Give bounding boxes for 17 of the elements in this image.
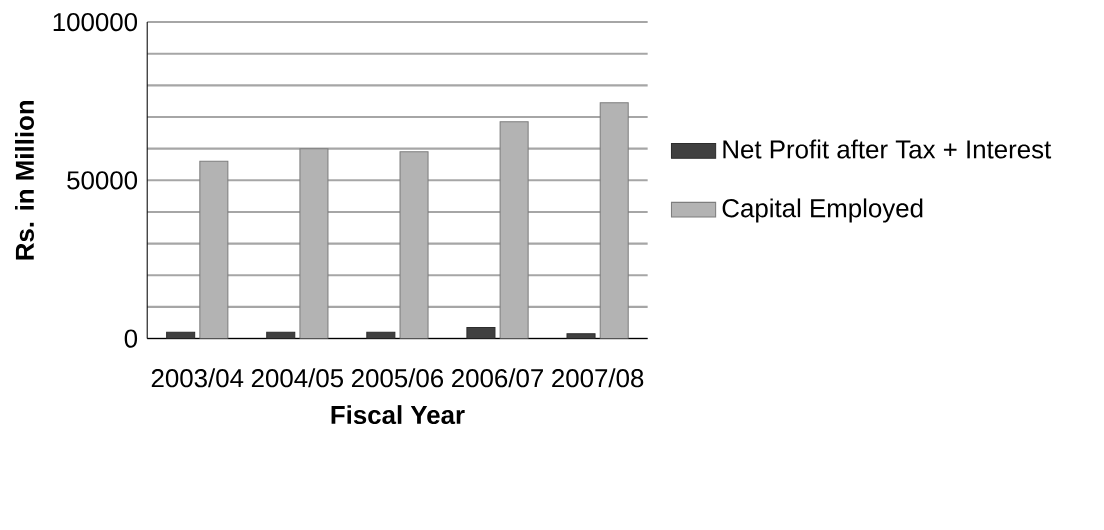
y-axis-title: Rs. in Million	[15, 100, 34, 260]
y-tick-label: 50000	[67, 171, 138, 190]
x-tick-label: 2007/08	[552, 368, 644, 388]
legend-label: Capital Employed	[722, 198, 923, 223]
legend-label: Net Profit after Tax + Interest	[723, 139, 1052, 159]
bar	[299, 148, 329, 339]
bar	[399, 151, 429, 339]
y-tick-label: 100000	[53, 12, 138, 32]
x-tick-label: 2005/06	[351, 368, 444, 388]
y-tick-label: 0	[124, 329, 138, 348]
bar	[499, 121, 529, 339]
x-tick-label: 2006/07	[452, 368, 543, 388]
x-tick-label: 2003/04	[151, 368, 244, 388]
bar	[599, 102, 629, 339]
x-axis-title: Fiscal Year	[331, 405, 465, 425]
bar	[199, 160, 229, 339]
x-tick-label: 2004/05	[251, 368, 343, 388]
